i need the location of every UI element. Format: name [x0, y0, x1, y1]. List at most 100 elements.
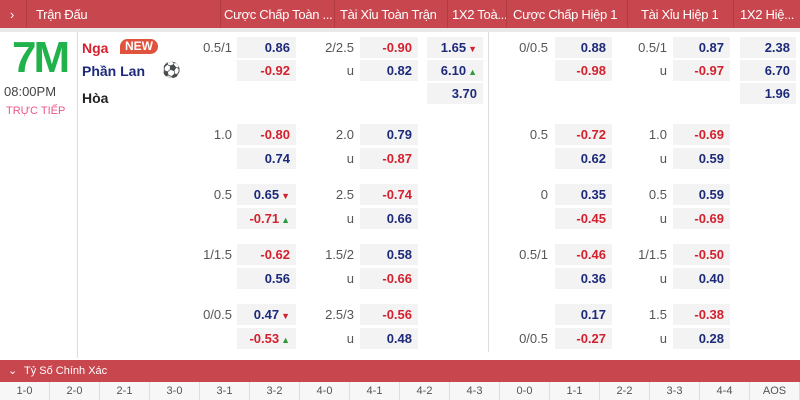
hc-odds-top[interactable]: 0.47 ▼ — [237, 304, 296, 325]
col-1x2-h1[interactable]: 1X2 Hiệ... — [740, 7, 795, 22]
h1hc-odds-bottom-text: -0.27 — [576, 331, 606, 346]
hc-odds-bottom-text: -0.92 — [260, 63, 290, 78]
ou-line-text: 2.5 — [335, 187, 354, 202]
score-option[interactable]: 3-3 — [650, 382, 700, 400]
score-option[interactable]: 4-3 — [450, 382, 500, 400]
ou-odds-top[interactable]: 0.58 — [360, 244, 418, 265]
h1hc-odds-bottom[interactable]: 0.36 — [555, 268, 612, 289]
h1hc-odds-bottom[interactable]: 0.62 — [555, 148, 612, 169]
score-option[interactable]: 2-1 — [100, 382, 150, 400]
hc-line: 0.5/1 — [190, 37, 232, 58]
col-handicap-h1[interactable]: Cược Chấp Hiệp 1 — [513, 7, 618, 22]
h1hc-odds-bottom[interactable]: -0.27 — [555, 328, 612, 349]
h1hc-odds-top[interactable]: -0.72 — [555, 124, 612, 145]
ou-odds-bottom[interactable]: 0.48 — [360, 328, 418, 349]
ou-odds-bottom[interactable]: 0.82 — [360, 60, 418, 81]
h1hc-odds-bottom[interactable]: -0.98 — [555, 60, 612, 81]
h1ou-odds-bottom[interactable]: 0.28 — [673, 328, 730, 349]
score-option[interactable]: 3-0 — [150, 382, 200, 400]
score-option[interactable]: 2-0 — [50, 382, 100, 400]
col-1x2-full[interactable]: 1X2 Toà... — [452, 7, 508, 22]
hc-odds-top[interactable]: 0.86 — [237, 37, 296, 58]
col-handicap-full[interactable]: Cược Chấp Toàn ... — [224, 7, 333, 22]
home-team[interactable]: Nga — [82, 40, 109, 56]
score-option[interactable]: 4-0 — [300, 382, 350, 400]
logo-7m: 7M — [12, 33, 70, 82]
h1hc-odds-top[interactable]: -0.46 — [555, 244, 612, 265]
h1x12-odds[interactable]: 1.96 — [740, 83, 796, 104]
col-ou-full[interactable]: Tài Xỉu Toàn Trận — [340, 7, 437, 22]
h1ou-odds-bottom[interactable]: -0.97 — [673, 60, 730, 81]
h1hc-line: 0.5 — [510, 124, 548, 145]
ou-odds-bottom-text: 0.66 — [386, 211, 412, 226]
h1ou-odds-top[interactable]: -0.50 — [673, 244, 730, 265]
ou-odds-bottom[interactable]: -0.66 — [360, 268, 418, 289]
h1hc-odds-top[interactable]: 0.88 — [555, 37, 612, 58]
hc-odds-bottom[interactable]: 0.74 — [237, 148, 296, 169]
expand-icon[interactable]: › — [10, 7, 15, 22]
score-option[interactable]: 4-2 — [400, 382, 450, 400]
col-match[interactable]: Trận Đấu — [36, 7, 88, 22]
h1x12-odds[interactable]: 6.70 — [740, 60, 796, 81]
score-option[interactable]: 0-0 — [500, 382, 550, 400]
ou-line: 2/2.5 — [300, 37, 354, 58]
hc-line-text: 0.5 — [213, 187, 232, 202]
ou-odds-bottom[interactable]: -0.87 — [360, 148, 418, 169]
h1x12-odds[interactable]: 2.38 — [740, 37, 796, 58]
hc-odds-bottom[interactable]: -0.92 — [237, 60, 296, 81]
under-label-text: u — [659, 63, 667, 78]
away-team[interactable]: Phần Lan — [82, 63, 146, 79]
correct-score-bar[interactable]: ⌄ Tỷ Số Chính Xác — [0, 360, 800, 382]
score-option[interactable]: 1-0 — [0, 382, 50, 400]
ou-odds-top[interactable]: -0.74 — [360, 184, 418, 205]
ou-odds-top[interactable]: 0.79 — [360, 124, 418, 145]
score-option[interactable]: 1-1 — [550, 382, 600, 400]
h1ou-odds-bottom[interactable]: -0.69 — [673, 208, 730, 229]
x12-odds[interactable]: 6.10 ▲ — [427, 60, 483, 81]
ou-odds-bottom[interactable]: 0.66 — [360, 208, 418, 229]
x12-odds[interactable]: 1.65 ▼ — [427, 37, 483, 58]
score-option[interactable]: 2-2 — [600, 382, 650, 400]
ou-odds-top[interactable]: -0.90 — [360, 37, 418, 58]
score-option[interactable]: 4-1 — [350, 382, 400, 400]
hc-odds-top[interactable]: -0.62 — [237, 244, 296, 265]
match-time: 08:00PM — [4, 84, 57, 99]
h1hc-odds-bottom[interactable]: -0.45 — [555, 208, 612, 229]
h1ou-odds-top[interactable]: -0.69 — [673, 124, 730, 145]
under-label-text: u — [346, 211, 354, 226]
ou-odds-top[interactable]: -0.56 — [360, 304, 418, 325]
h1ou-odds-bottom-text: -0.97 — [694, 63, 724, 78]
under-label: u — [300, 208, 354, 229]
h1hc-odds-top[interactable]: 0.35 — [555, 184, 612, 205]
score-option[interactable]: 4-4 — [700, 382, 750, 400]
score-option[interactable]: 3-2 — [250, 382, 300, 400]
h1ou-line-text: 1/1.5 — [638, 247, 667, 262]
hc-odds-top[interactable]: 0.65 ▼ — [237, 184, 296, 205]
hc-odds-bottom[interactable]: -0.53 ▲ — [237, 328, 296, 349]
h1ou-odds-top[interactable]: 0.87 — [673, 37, 730, 58]
h1ou-line: 1.0 — [625, 124, 667, 145]
hc-odds-top[interactable]: -0.80 — [237, 124, 296, 145]
new-badge: NEW — [120, 39, 158, 54]
odds-down-icon: ▼ — [281, 191, 290, 201]
h1ou-odds-bottom[interactable]: 0.40 — [673, 268, 730, 289]
col-ou-h1[interactable]: Tài Xỉu Hiệp 1 — [641, 7, 719, 22]
hc-line-text: 0/0.5 — [203, 307, 232, 322]
h1ou-odds-top[interactable]: -0.38 — [673, 304, 730, 325]
hc-line: 1/1.5 — [190, 244, 232, 265]
h1ou-odds-top[interactable]: 0.59 — [673, 184, 730, 205]
ou-odds-top-text: 0.58 — [386, 247, 412, 262]
score-option[interactable]: AOS — [750, 382, 800, 400]
h1ou-line: 0.5/1 — [625, 37, 667, 58]
h1x12-odds-text: 1.96 — [764, 86, 790, 101]
odds-up-icon: ▲ — [468, 67, 477, 77]
hc-odds-bottom[interactable]: -0.71 ▲ — [237, 208, 296, 229]
hc-odds-bottom[interactable]: 0.56 — [237, 268, 296, 289]
score-option[interactable]: 3-1 — [200, 382, 250, 400]
h1ou-line-text: 0.5/1 — [638, 40, 667, 55]
ou-line: 2.5 — [300, 184, 354, 205]
h1hc-odds-bottom-text: 0.36 — [580, 271, 606, 286]
x12-odds[interactable]: 3.70 — [427, 83, 483, 104]
h1hc-odds-top[interactable]: 0.17 — [555, 304, 612, 325]
h1ou-odds-bottom[interactable]: 0.59 — [673, 148, 730, 169]
